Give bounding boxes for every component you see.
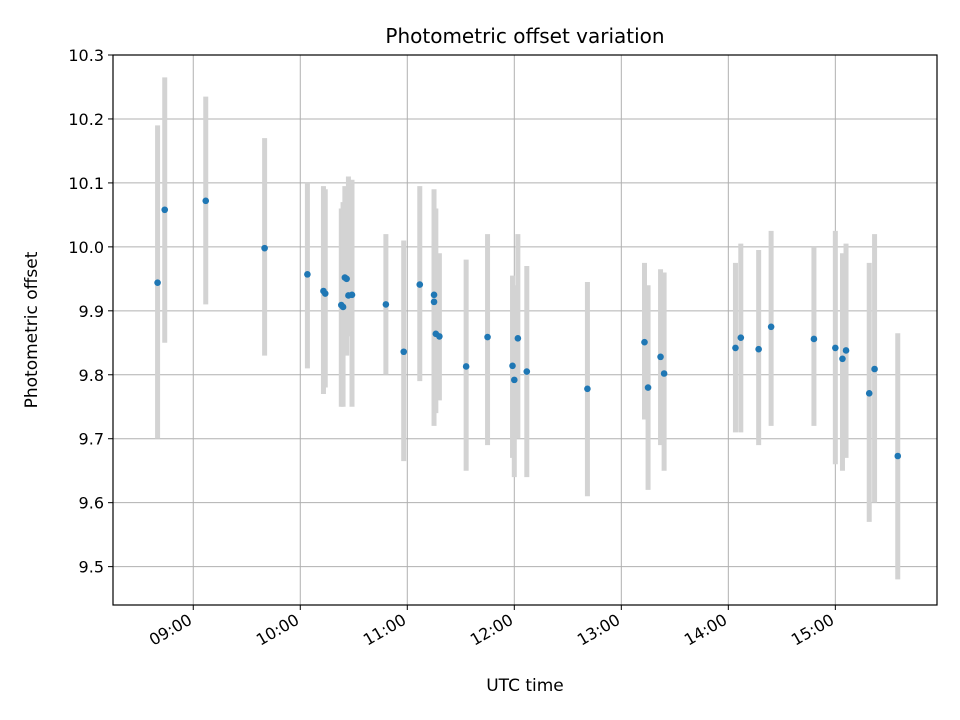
y-tick-label: 9.6 (79, 494, 104, 513)
data-point (382, 301, 390, 308)
data-point (660, 370, 668, 377)
data-point (304, 271, 311, 278)
data-point (732, 344, 739, 352)
data-point (321, 290, 329, 297)
data-point (865, 390, 873, 397)
data-point (430, 291, 438, 299)
data-point (842, 347, 850, 354)
data-point (161, 206, 169, 214)
data-point (510, 376, 518, 384)
data-point (839, 355, 846, 363)
y-tick-label: 10.0 (68, 238, 104, 257)
data-point (462, 363, 470, 370)
data-point (584, 385, 591, 393)
y-tick-label: 10.3 (68, 46, 104, 65)
data-point (416, 281, 424, 288)
data-point (755, 345, 762, 353)
x-axis-label: UTC time (486, 676, 564, 696)
data-point (154, 279, 161, 286)
data-point (767, 323, 775, 331)
data-point (509, 362, 516, 370)
y-tick-label: 10.2 (68, 110, 104, 129)
data-point (871, 365, 878, 373)
y-tick-label: 10.1 (68, 174, 104, 193)
point-layer (154, 197, 902, 460)
data-point (737, 334, 745, 341)
data-point (810, 335, 818, 343)
y-axis: 9.5 9.6 9.7 9.8 9.9 10.0 10.1 10.2 10.3 (68, 46, 113, 577)
data-point (644, 384, 652, 391)
data-point (514, 335, 522, 342)
y-axis-label: Photometric offset (22, 251, 42, 408)
data-point (400, 348, 408, 356)
data-point (202, 197, 210, 205)
data-point (523, 368, 531, 375)
data-point (339, 303, 347, 311)
data-point (261, 244, 268, 252)
data-point (657, 353, 664, 361)
y-tick-label: 9.5 (79, 558, 104, 577)
data-point (348, 291, 356, 299)
data-point (832, 344, 839, 352)
data-point (430, 298, 438, 306)
chart-title: Photometric offset variation (385, 24, 664, 48)
data-point (484, 333, 491, 341)
data-point (894, 452, 902, 460)
data-point (343, 275, 350, 283)
y-tick-label: 9.8 (79, 366, 104, 385)
data-point (436, 333, 443, 340)
y-tick-label: 9.7 (79, 430, 104, 449)
plot-frame (112, 54, 938, 606)
y-tick-label: 9.9 (79, 302, 104, 321)
data-point (641, 338, 648, 346)
